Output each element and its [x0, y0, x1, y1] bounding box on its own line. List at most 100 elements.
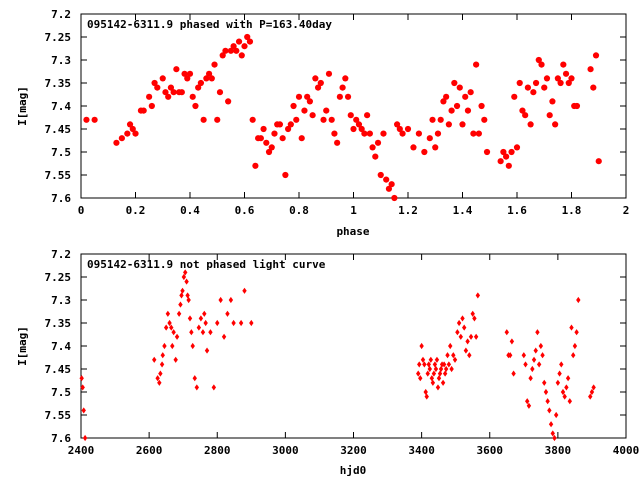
unphased-x-tick-label: 2800	[204, 444, 231, 457]
phased-data-point	[279, 135, 286, 142]
phased-data-point	[216, 89, 224, 96]
unphased-data-point	[441, 361, 447, 368]
phased-data-point	[437, 116, 444, 123]
phased-data-point	[290, 102, 297, 110]
phased-data-point	[227, 47, 234, 54]
phased-data-point	[244, 33, 251, 41]
unphased-data-point	[509, 338, 515, 345]
unphased-x-tick-label: 3600	[477, 444, 504, 457]
unphased-data-point	[550, 430, 555, 437]
unphased-data-point	[190, 342, 195, 350]
unphased-data-point	[178, 301, 183, 308]
unphased-data-point	[523, 361, 528, 368]
unphased-data-point	[521, 352, 527, 359]
unphased-y-tick-label: 7.55	[45, 409, 72, 422]
unphased-data-point	[445, 352, 450, 359]
phased-data-point	[481, 116, 488, 123]
unphased-data-point	[215, 319, 220, 327]
unphased-data-point	[196, 324, 202, 331]
phased-data-point	[238, 52, 245, 59]
unphased-plot-title: 095142-6311.9 not phased light curve	[87, 258, 326, 271]
phased-data-point	[453, 102, 461, 110]
unphased-data-point	[181, 273, 187, 281]
phased-data-point	[590, 84, 597, 91]
unphased-data-point	[438, 365, 444, 373]
unphased-data-point	[423, 388, 428, 396]
unphased-y-tick-label: 7.45	[45, 363, 72, 376]
phased-data-point	[511, 93, 518, 100]
phased-x-tick-label: 1.8	[562, 204, 582, 217]
phased-data-point	[377, 171, 384, 179]
phased-data-point	[312, 75, 319, 82]
unphased-data-point	[553, 411, 559, 419]
unphased-data-point	[169, 324, 174, 331]
unphased-data-point	[160, 352, 165, 359]
phased-y-tick-label: 7.3	[51, 54, 71, 67]
phased-data-point	[268, 144, 275, 151]
phased-data-point	[173, 66, 180, 73]
phased-data-point	[219, 52, 226, 59]
phased-data-point	[595, 158, 602, 165]
unphased-data-point	[564, 384, 569, 391]
unphased-data-point	[425, 370, 430, 377]
phased-data-point	[265, 148, 273, 156]
unphased-data-point	[552, 434, 557, 442]
unphased-data-point	[431, 370, 437, 377]
unphased-data-point	[427, 365, 432, 373]
unphased-data-point	[442, 370, 448, 377]
phased-data-point	[497, 158, 504, 165]
phased-data-point	[350, 125, 357, 133]
unphased-data-point	[432, 361, 438, 368]
phased-data-point	[208, 75, 215, 82]
phased-data-point	[440, 98, 447, 105]
phased-data-point	[124, 130, 131, 137]
phased-data-point	[396, 125, 403, 133]
phased-data-point	[195, 84, 202, 91]
phased-data-point	[347, 112, 354, 119]
phased-data-point	[140, 107, 147, 114]
phased-data-point	[282, 171, 289, 179]
phased-x-tick-label: 1.4	[453, 204, 473, 217]
unphased-data-point	[460, 315, 465, 322]
phased-data-point	[519, 107, 526, 114]
phased-data-point	[151, 79, 158, 87]
phased-data-point	[263, 139, 270, 146]
unphased-data-point	[194, 384, 200, 391]
unphased-data-point	[225, 310, 230, 317]
phased-y-tick-label: 7.35	[45, 77, 72, 90]
unphased-data-point	[540, 352, 545, 359]
phased-data-point	[257, 135, 264, 142]
unphased-data-point	[557, 370, 562, 377]
phased-data-point	[309, 112, 316, 119]
unphased-data-point	[569, 324, 574, 331]
phased-data-point	[543, 75, 551, 82]
phased-data-point	[383, 176, 390, 183]
unphased-y-axis-label: I[mag]	[16, 326, 29, 366]
unphased-data-point	[429, 375, 435, 382]
unphased-x-axis-label: hjd0	[340, 464, 367, 477]
unphased-data-point	[435, 384, 441, 391]
phased-data-point	[508, 148, 515, 156]
phased-data-point	[293, 116, 300, 123]
unphased-data-points	[79, 269, 596, 442]
phased-data-point	[233, 47, 240, 54]
phased-data-point	[432, 144, 439, 151]
phased-data-point	[421, 148, 428, 156]
phased-data-point	[513, 144, 521, 151]
phased-data-point	[524, 84, 532, 91]
phased-data-point	[205, 70, 213, 77]
phased-data-point	[527, 121, 534, 128]
phased-data-point	[118, 135, 125, 142]
phased-data-point	[298, 135, 305, 142]
unphased-data-point	[456, 319, 462, 327]
unphased-x-tick-label: 2400	[68, 444, 95, 457]
unphased-data-point	[472, 315, 477, 322]
phased-data-point	[325, 70, 333, 77]
phased-data-point	[388, 181, 395, 188]
phased-data-point	[374, 139, 382, 146]
phased-data-point	[546, 112, 553, 119]
unphased-data-point	[547, 407, 552, 414]
phased-data-point	[184, 75, 191, 82]
unphased-data-point	[443, 365, 449, 373]
unphased-data-point	[79, 375, 84, 382]
